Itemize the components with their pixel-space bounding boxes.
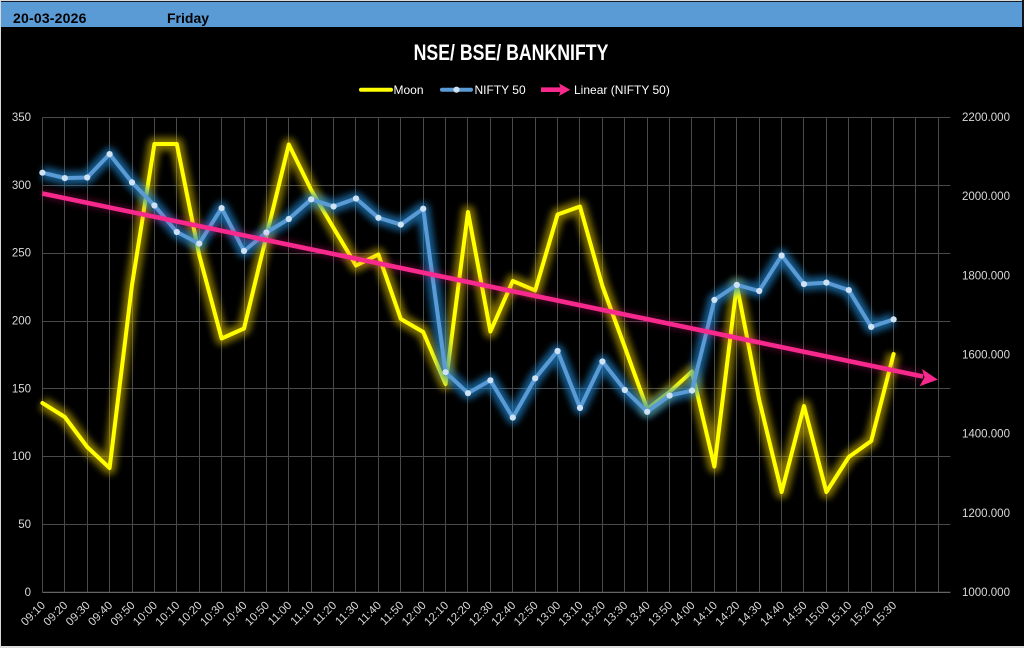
svg-text:15:10: 15:10 (826, 600, 855, 629)
svg-text:0: 0 (25, 587, 31, 599)
svg-text:13:40: 13:40 (624, 600, 653, 629)
svg-text:13:00: 13:00 (534, 600, 563, 629)
svg-text:12:20: 12:20 (445, 600, 474, 629)
svg-text:09:20: 09:20 (42, 600, 71, 629)
svg-text:200: 200 (12, 316, 31, 328)
svg-text:2000.000: 2000.000 (962, 191, 1010, 203)
svg-text:09:30: 09:30 (64, 600, 93, 629)
svg-text:10:30: 10:30 (198, 600, 227, 629)
svg-text:50: 50 (18, 519, 31, 531)
svg-text:1400.000: 1400.000 (962, 429, 1010, 441)
svg-text:13:10: 13:10 (557, 600, 586, 629)
svg-text:12:30: 12:30 (467, 600, 496, 629)
svg-text:1200.000: 1200.000 (962, 508, 1010, 520)
svg-text:13:50: 13:50 (646, 600, 675, 629)
svg-text:13:30: 13:30 (602, 600, 631, 629)
svg-text:11:10: 11:10 (289, 600, 317, 628)
svg-text:1000.000: 1000.000 (962, 587, 1010, 599)
svg-text:NSE/ BSE/ BANKNIFTY: NSE/ BSE/ BANKNIFTY (414, 41, 609, 65)
svg-text:1800.000: 1800.000 (962, 270, 1010, 282)
svg-text:11:40: 11:40 (356, 600, 384, 628)
svg-text:10:50: 10:50 (243, 600, 272, 629)
svg-text:14:40: 14:40 (758, 600, 787, 629)
svg-text:250: 250 (12, 248, 31, 260)
svg-text:Moon: Moon (394, 83, 424, 97)
svg-text:NIFTY 50: NIFTY 50 (475, 83, 526, 97)
svg-text:350: 350 (12, 112, 31, 124)
svg-text:12:10: 12:10 (422, 600, 451, 629)
svg-text:09:40: 09:40 (86, 600, 115, 629)
svg-text:10:10: 10:10 (154, 600, 183, 629)
svg-text:14:20: 14:20 (714, 600, 743, 629)
svg-text:14:00: 14:00 (669, 600, 698, 629)
svg-text:15:20: 15:20 (848, 600, 877, 629)
svg-text:15:30: 15:30 (870, 600, 899, 629)
svg-text:14:10: 14:10 (691, 600, 720, 629)
svg-text:300: 300 (12, 180, 31, 192)
svg-text:10:40: 10:40 (221, 600, 250, 629)
svg-text:11:50: 11:50 (378, 600, 406, 628)
svg-text:10:00: 10:00 (131, 600, 160, 629)
svg-text:10:20: 10:20 (176, 600, 205, 629)
svg-text:14:50: 14:50 (781, 600, 810, 629)
svg-text:Linear (NIFTY 50): Linear (NIFTY 50) (574, 83, 670, 97)
svg-text:13:20: 13:20 (579, 600, 608, 629)
svg-text:100: 100 (12, 451, 31, 463)
svg-text:09:50: 09:50 (109, 600, 138, 629)
svg-text:2200.000: 2200.000 (962, 112, 1010, 124)
svg-text:15:00: 15:00 (803, 600, 832, 629)
svg-text:14:30: 14:30 (736, 600, 765, 629)
svg-text:09:10: 09:10 (19, 600, 48, 629)
svg-text:12:00: 12:00 (400, 600, 429, 629)
svg-text:11:20: 11:20 (311, 600, 339, 628)
svg-text:1600.000: 1600.000 (962, 349, 1010, 361)
svg-text:11:30: 11:30 (333, 600, 361, 628)
svg-text:12:40: 12:40 (490, 600, 519, 629)
svg-text:150: 150 (12, 383, 31, 395)
svg-text:11:00: 11:00 (266, 600, 294, 628)
svg-text:12:50: 12:50 (512, 600, 541, 629)
